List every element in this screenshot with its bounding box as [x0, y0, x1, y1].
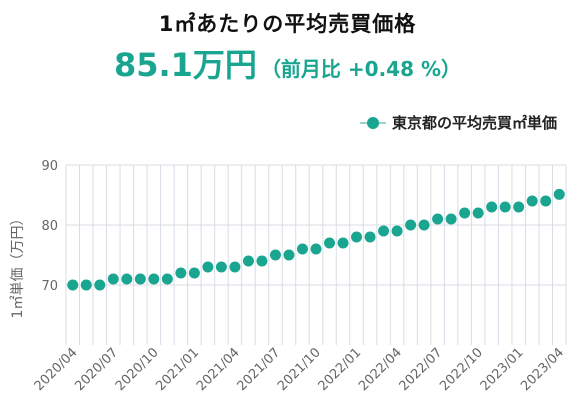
x-tick-label: 2020/07 — [72, 345, 121, 394]
y-tick-label: 80 — [41, 219, 58, 234]
data-point[interactable] — [337, 237, 349, 249]
data-point[interactable] — [148, 273, 160, 285]
data-point[interactable] — [107, 273, 119, 285]
data-point[interactable] — [432, 213, 444, 225]
x-tick-label: 2020/10 — [113, 345, 162, 394]
y-tick-label: 90 — [41, 159, 58, 174]
data-point[interactable] — [445, 213, 457, 225]
data-point[interactable] — [459, 207, 471, 219]
data-point[interactable] — [405, 219, 417, 231]
x-tick-label: 2022/04 — [356, 345, 405, 394]
current-price: 85.1万円 — [113, 46, 257, 84]
data-point[interactable] — [175, 267, 187, 279]
data-point[interactable] — [324, 237, 336, 249]
data-point[interactable] — [418, 219, 430, 231]
x-tick-label: 2020/04 — [32, 345, 81, 394]
data-point[interactable] — [80, 279, 92, 291]
data-point[interactable] — [486, 201, 498, 213]
data-point[interactable] — [391, 225, 403, 237]
data-point[interactable] — [188, 267, 200, 279]
y-tick-label: 70 — [41, 279, 58, 294]
data-point[interactable] — [296, 243, 308, 255]
grid-layer — [65, 164, 567, 345]
data-point[interactable] — [351, 231, 363, 243]
x-tick-label: 2021/07 — [234, 345, 283, 394]
data-point[interactable] — [540, 195, 552, 207]
data-point[interactable] — [378, 225, 390, 237]
data-point[interactable] — [242, 255, 254, 267]
x-tick-label: 2021/04 — [194, 345, 243, 394]
legend-label: 東京都の平均売買㎡単価 — [391, 114, 557, 132]
data-point[interactable] — [134, 273, 146, 285]
data-point[interactable] — [526, 195, 538, 207]
data-point[interactable] — [472, 207, 484, 219]
chart-legend[interactable]: 東京都の平均売買㎡単価 — [359, 112, 557, 133]
data-point[interactable] — [215, 261, 227, 273]
data-point[interactable] — [94, 279, 106, 291]
x-tick-label: 2022/07 — [397, 345, 446, 394]
data-point[interactable] — [364, 231, 376, 243]
month-over-month-change: （前月比 +0.48 %） — [260, 57, 462, 81]
data-point[interactable] — [161, 273, 173, 285]
data-point[interactable] — [283, 249, 295, 261]
x-tick-label: 2021/01 — [153, 345, 202, 394]
data-point[interactable] — [121, 273, 133, 285]
chart-title: 1㎡あたりの平均売買価格 — [158, 12, 417, 36]
data-point[interactable] — [499, 201, 511, 213]
data-point[interactable] — [269, 249, 281, 261]
data-point[interactable] — [553, 188, 565, 200]
axis-layer: 7080902020/042020/072020/102021/012021/0… — [10, 159, 567, 394]
price-headline: 85.1万円 （前月比 +0.48 %） — [0, 40, 575, 86]
data-point[interactable] — [513, 201, 525, 213]
data-point[interactable] — [256, 255, 268, 267]
legend-marker-icon — [359, 116, 386, 130]
x-tick-label: 2023/04 — [518, 345, 567, 394]
data-point[interactable] — [310, 243, 322, 255]
data-point[interactable] — [67, 279, 79, 291]
x-tick-label: 2022/10 — [437, 345, 486, 394]
data-point[interactable] — [229, 261, 241, 273]
x-tick-label: 2023/01 — [478, 345, 527, 394]
data-point[interactable] — [202, 261, 214, 273]
y-axis-title: 1㎡単価（万円） — [10, 212, 26, 319]
data-points — [67, 188, 565, 291]
x-tick-label: 2021/10 — [275, 345, 324, 394]
x-tick-label: 2022/01 — [316, 345, 365, 394]
